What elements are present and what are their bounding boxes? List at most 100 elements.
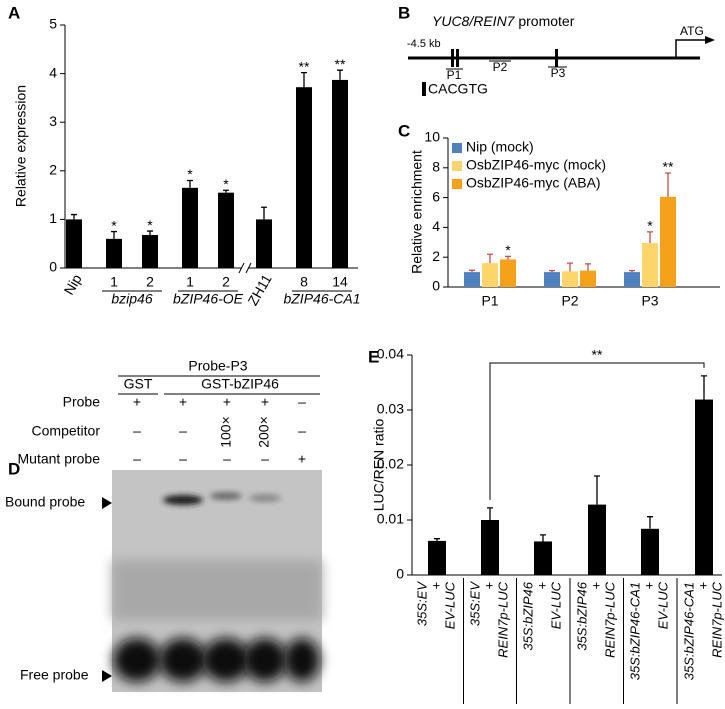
lane-cell: + xyxy=(133,394,141,410)
x-tick-label: 1 xyxy=(110,274,118,290)
y-tick-label: 0.04 xyxy=(377,346,404,362)
y-tick-label: 5 xyxy=(49,16,57,32)
significance: ** xyxy=(592,347,603,363)
significance: ** xyxy=(335,56,346,72)
x-tick-label: + xyxy=(428,582,443,590)
gel-smear xyxy=(112,560,322,620)
bar xyxy=(624,272,640,287)
axis-break-gap xyxy=(242,265,248,271)
bar xyxy=(256,219,272,268)
bar xyxy=(482,263,498,287)
error-bar xyxy=(187,179,193,188)
x-tick-label: 35S:bZIP46-CA1 xyxy=(681,582,696,680)
free-band xyxy=(159,638,207,682)
row-label: Probe xyxy=(63,394,101,410)
y-tick-label: 0 xyxy=(49,259,57,275)
y-tick-label: 0 xyxy=(396,566,404,582)
band-label: Free probe xyxy=(20,667,89,683)
motif-key xyxy=(422,82,426,96)
legend-label: Nip (mock) xyxy=(466,139,534,155)
y-tick-label: 1 xyxy=(49,210,57,226)
x-tick-label: 2 xyxy=(146,274,154,290)
panel-label: D xyxy=(8,459,20,478)
y-tick-label: 2 xyxy=(49,162,57,178)
x-tick-label: 2 xyxy=(222,274,230,290)
x-tick-label: 14 xyxy=(332,274,348,290)
atg-label: ATG xyxy=(680,24,704,38)
bar xyxy=(660,196,676,287)
bar xyxy=(428,540,446,575)
panel-label: C xyxy=(398,121,410,140)
lane-cell: + xyxy=(261,394,269,410)
lane-cell: 200× xyxy=(256,416,272,448)
x-tick-label: REIN7p-LUC xyxy=(602,581,617,657)
x-tick-label: 35S:bZIP46-CA1 xyxy=(627,582,642,680)
error-bar xyxy=(223,189,229,193)
panel-label: A xyxy=(8,3,20,22)
x-tick-label: 35S:EV xyxy=(467,581,482,626)
y-tick-label: 0.01 xyxy=(377,511,404,527)
x-tick-label: + xyxy=(695,582,710,590)
x-tick-label: + xyxy=(534,582,549,590)
bar xyxy=(142,234,158,268)
probe-label: P3 xyxy=(551,66,566,80)
motif-site xyxy=(451,49,454,67)
x-tick-label: EV-LUC xyxy=(655,581,670,629)
bound-band xyxy=(210,492,242,500)
free-band xyxy=(243,638,287,682)
lane-cell: – xyxy=(179,423,187,439)
error-bar xyxy=(629,269,635,273)
x-tick-label: REIN7p-LUC xyxy=(495,581,510,657)
lane-cell: – xyxy=(261,451,269,467)
motif-label: CACGTG xyxy=(428,81,488,97)
diagram-title: YUC8/REIN7 promoter xyxy=(432,13,575,29)
error-bar xyxy=(487,253,493,264)
y-tick-label: 10 xyxy=(424,129,440,145)
error-bar xyxy=(594,475,600,505)
bar xyxy=(642,243,658,287)
lane-cell: + xyxy=(298,451,306,467)
row-label: Competitor xyxy=(32,423,101,439)
legend-label: OsbZIP46-myc (mock) xyxy=(466,157,606,173)
error-bar xyxy=(549,269,555,273)
error-bar xyxy=(469,269,475,273)
error-bar xyxy=(434,538,440,541)
significance: * xyxy=(187,166,193,182)
x-tick-label: + xyxy=(588,582,603,590)
x-tick-label: 35S:bZIP46 xyxy=(574,581,589,650)
x-tick-label: P1 xyxy=(481,293,498,309)
bar xyxy=(106,238,122,268)
bar xyxy=(481,520,499,575)
significance: ** xyxy=(663,159,674,175)
diagram-title-text: promoter xyxy=(518,13,574,29)
bar xyxy=(588,504,606,575)
error-bar xyxy=(585,263,591,271)
panel-label: B xyxy=(398,3,410,22)
legend-swatch xyxy=(452,161,462,171)
y-tick-label: 8 xyxy=(432,159,440,175)
error-bar xyxy=(540,534,546,542)
error-bar xyxy=(567,262,573,272)
bound-band xyxy=(163,495,203,505)
significance: * xyxy=(147,217,153,233)
bound-band xyxy=(249,494,281,502)
lane-cell: – xyxy=(179,451,187,467)
x-tick-label: 8 xyxy=(300,274,308,290)
bar xyxy=(544,272,560,287)
lane-cell: – xyxy=(133,451,141,467)
significance: ** xyxy=(299,58,310,74)
lane-cell: + xyxy=(179,394,187,410)
free-band xyxy=(284,638,320,682)
x-tick-label: ZH11 xyxy=(244,271,275,308)
y-tick-label: 0 xyxy=(432,278,440,294)
significance: * xyxy=(223,176,229,192)
group-label: bZIP46-CA1 xyxy=(283,291,360,307)
y-axis-label: LUC/REN ratio xyxy=(371,419,387,512)
y-tick-label: 4 xyxy=(432,218,440,234)
error-bar xyxy=(647,516,653,529)
error-bar xyxy=(111,230,117,239)
significance: * xyxy=(505,242,511,258)
lane-group: GST xyxy=(124,376,153,392)
y-tick-label: 4 xyxy=(49,64,57,80)
